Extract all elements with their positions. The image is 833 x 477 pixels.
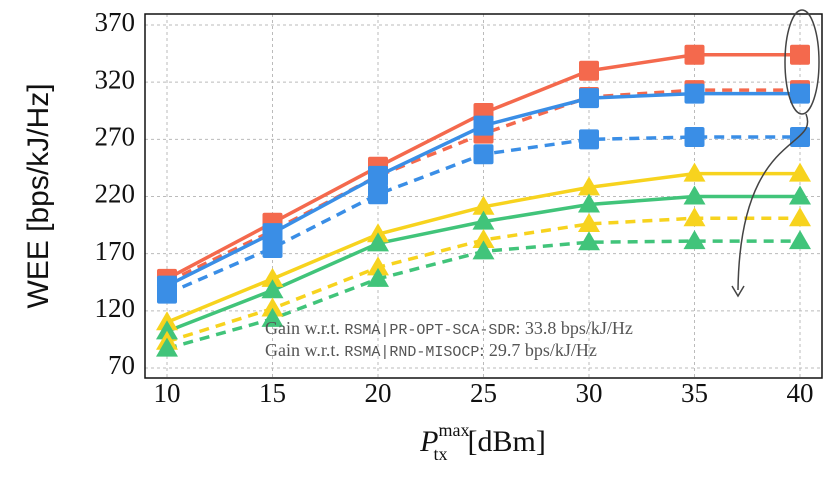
annotation: Gain w.r.t. RSMA|PR-OPT-SCA-SDR: 33.8 bp… <box>265 318 633 339</box>
marker <box>578 176 600 196</box>
x-tick-label: 15 <box>259 378 286 408</box>
y-tick-label: 170 <box>95 236 136 266</box>
annotation-suffix: : 29.7 bps/kJ/Hz <box>479 340 597 360</box>
y-tick-label: 220 <box>95 179 136 209</box>
x-tick-label: 20 <box>365 378 392 408</box>
y-tick-label: 320 <box>95 64 136 94</box>
marker <box>579 88 599 109</box>
marker <box>684 127 705 148</box>
y-tick-label: 120 <box>95 293 136 323</box>
marker <box>789 185 811 205</box>
marker <box>789 162 811 182</box>
marker <box>472 240 495 260</box>
marker <box>261 297 284 317</box>
marker <box>578 212 600 232</box>
marker <box>579 129 599 150</box>
marker <box>790 83 810 104</box>
marker <box>472 228 495 248</box>
annotation-prefix: Gain w.r.t. <box>265 340 344 360</box>
highlight-ellipse <box>784 9 820 115</box>
arrow-head <box>731 285 745 298</box>
x-label-sup: max <box>438 420 469 440</box>
marker <box>156 320 178 340</box>
arrow <box>737 113 809 291</box>
x-label-base: P <box>419 425 438 458</box>
annotation: Gain w.r.t. RSMA|RND-MISOCP: 29.7 bps/kJ… <box>265 340 597 361</box>
marker <box>262 237 283 258</box>
x-tick-label: 40 <box>787 378 814 408</box>
marker <box>790 127 810 148</box>
x-tick-label: 25 <box>470 378 497 408</box>
axis-frame <box>144 13 823 379</box>
marker <box>789 230 811 250</box>
annotation-suffix: : 33.8 bps/kJ/Hz <box>515 318 633 338</box>
marker <box>683 207 706 227</box>
y-tick-label: 370 <box>95 7 136 37</box>
marker <box>789 207 811 227</box>
marker <box>578 231 600 251</box>
marker <box>261 307 284 327</box>
x-tick-label: 35 <box>681 378 708 408</box>
marker <box>368 184 388 205</box>
annotation-prefix: Gain w.r.t. <box>265 318 344 338</box>
x-axis-label: Pmax tx [dBm] <box>419 420 546 464</box>
x-tick-label: 10 <box>154 378 181 408</box>
marker <box>157 283 177 304</box>
plot <box>156 44 811 357</box>
x-label-unit: [dBm] <box>468 425 546 458</box>
marker <box>261 279 284 299</box>
marker <box>261 267 284 287</box>
marker <box>684 44 705 65</box>
marker <box>472 210 495 230</box>
marker <box>683 162 706 182</box>
marker <box>578 193 600 213</box>
y-axis-label: WEE [bps/kJ/Hz] <box>22 83 55 308</box>
y-tick-label: 270 <box>95 122 136 152</box>
marker <box>790 44 810 65</box>
marker <box>473 144 494 165</box>
marker <box>579 60 599 81</box>
marker <box>683 230 706 250</box>
annotation-code: RSMA|RND-MISOCP <box>344 344 479 361</box>
marker <box>472 195 495 215</box>
marker <box>473 115 494 136</box>
annotation-code: RSMA|PR-OPT-SCA-SDR <box>344 322 515 339</box>
x-tick-label: 30 <box>576 378 603 408</box>
y-tick-label: 70 <box>108 350 135 380</box>
marker <box>368 165 388 186</box>
marker <box>367 232 389 252</box>
marker <box>683 185 706 205</box>
marker <box>684 83 705 104</box>
marker <box>367 267 389 287</box>
marker <box>156 337 178 357</box>
x-label-sub: tx <box>433 444 447 464</box>
marker <box>367 256 389 276</box>
